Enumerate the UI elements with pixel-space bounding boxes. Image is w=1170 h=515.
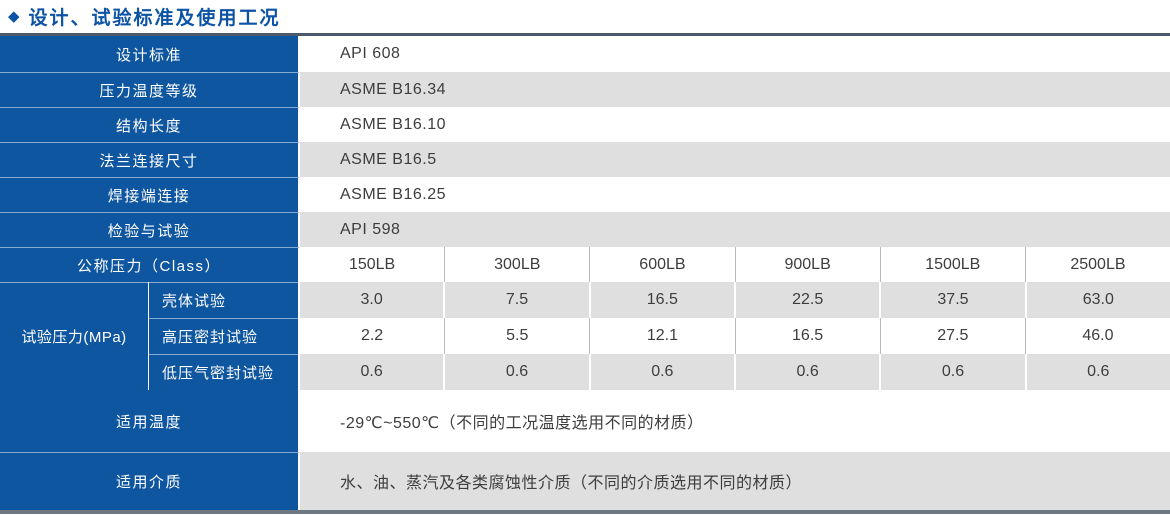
row-label: 法兰连接尺寸 bbox=[0, 142, 300, 177]
value-cell: 0.6 bbox=[588, 354, 734, 390]
value-cell: 5.5 bbox=[444, 318, 589, 354]
row-value: ASME B16.5 bbox=[300, 142, 1170, 177]
class-header: 600LB bbox=[589, 247, 734, 282]
value-cell: 22.5 bbox=[733, 282, 879, 318]
value-cell: 7.5 bbox=[443, 282, 588, 318]
row-label: 结构长度 bbox=[0, 107, 300, 142]
row-label: 检验与试验 bbox=[0, 212, 300, 247]
table-row-pressure-temp-rating: 压力温度等级 ASME B16.34 bbox=[0, 72, 1170, 107]
section-title-bar: ◆ 设计、试验标准及使用工况 bbox=[0, 0, 1170, 33]
value-cell: 46.0 bbox=[1024, 318, 1170, 354]
row-value: API 598 bbox=[300, 212, 1170, 247]
table-row-pressure-class: 公称压力（Class） 150LB 300LB 600LB 900LB 1500… bbox=[0, 247, 1170, 282]
row-value: 水、油、蒸汽及各类腐蚀性介质（不同的介质选用不同的材质） bbox=[300, 452, 1170, 510]
table-row-face-to-face: 结构长度 ASME B16.10 bbox=[0, 107, 1170, 142]
value-cell: 0.6 bbox=[443, 354, 588, 390]
table-row-high-pressure-seal-test: 2.2 5.5 12.1 16.5 27.5 46.0 bbox=[300, 318, 1170, 354]
table-row-flange-dimensions: 法兰连接尺寸 ASME B16.5 bbox=[0, 142, 1170, 177]
class-header: 1500LB bbox=[879, 247, 1025, 282]
test-name-shell: 壳体试验 bbox=[149, 282, 298, 318]
row-value: ASME B16.34 bbox=[300, 72, 1170, 107]
row-value: -29℃~550℃（不同的工况温度选用不同的材质） bbox=[300, 390, 1170, 452]
table-row-applicable-media: 适用介质 水、油、蒸汽及各类腐蚀性介质（不同的介质选用不同的材质） bbox=[0, 452, 1170, 510]
row-label: 公称压力（Class） bbox=[0, 247, 300, 282]
row-label: 焊接端连接 bbox=[0, 177, 300, 212]
test-values-grid: 3.0 7.5 16.5 22.5 37.5 63.0 2.2 5.5 12.1… bbox=[300, 282, 1170, 390]
value-cell: 3.0 bbox=[360, 291, 383, 308]
row-value: ASME B16.25 bbox=[300, 177, 1170, 212]
value-cell: 16.5 bbox=[588, 282, 734, 318]
class-header: 900LB bbox=[734, 247, 880, 282]
table-row-weld-end: 焊接端连接 ASME B16.25 bbox=[0, 177, 1170, 212]
page-title: 设计、试验标准及使用工况 bbox=[28, 8, 281, 29]
table-row-shell-test: 3.0 7.5 16.5 22.5 37.5 63.0 bbox=[300, 282, 1170, 318]
class-header: 150LB bbox=[348, 255, 396, 273]
value-cell: 37.5 bbox=[879, 282, 1024, 318]
value-cell: 0.6 bbox=[733, 354, 879, 390]
table-row-applicable-temperature: 适用温度 -29℃~550℃（不同的工况温度选用不同的材质） bbox=[0, 390, 1170, 452]
table-row-design-standard: 设计标准 API 608 bbox=[0, 36, 1170, 72]
class-header: 300LB bbox=[444, 247, 589, 282]
test-pressure-group-label: 试验压力(MPa) bbox=[0, 282, 148, 390]
value-cell: 63.0 bbox=[1024, 282, 1170, 318]
table-row-low-pressure-air-seal-test: 0.6 0.6 0.6 0.6 0.6 0.6 bbox=[300, 354, 1170, 390]
value-cell: 12.1 bbox=[589, 318, 734, 354]
value-cell: 27.5 bbox=[879, 318, 1025, 354]
value-cell: 0.6 bbox=[1024, 354, 1170, 390]
row-label: 压力温度等级 bbox=[0, 72, 300, 107]
class-header-row: 150LB 300LB 600LB 900LB 1500LB 2500LB bbox=[300, 247, 1170, 282]
diamond-icon: ◆ bbox=[8, 8, 20, 25]
row-label: 适用介质 bbox=[0, 452, 300, 510]
value-cell: 2.2 bbox=[360, 327, 384, 344]
value-cell: 0.6 bbox=[360, 363, 383, 380]
row-value: ASME B16.10 bbox=[300, 107, 1170, 142]
test-name-high-pressure-seal: 高压密封试验 bbox=[149, 318, 298, 354]
value-cell: 16.5 bbox=[734, 318, 880, 354]
test-pressure-section: 试验压力(MPa) 壳体试验 高压密封试验 低压气密封试验 3.0 7.5 16… bbox=[0, 282, 1170, 390]
row-label: 设计标准 bbox=[0, 36, 300, 72]
test-name-column: 壳体试验 高压密封试验 低压气密封试验 bbox=[148, 282, 300, 390]
row-value: API 608 bbox=[300, 36, 1170, 72]
class-header: 2500LB bbox=[1024, 247, 1170, 282]
row-label: 适用温度 bbox=[0, 390, 300, 452]
table-row-inspection-test: 检验与试验 API 598 bbox=[0, 212, 1170, 247]
spec-table: 设计标准 API 608 压力温度等级 ASME B16.34 结构长度 ASM… bbox=[0, 33, 1170, 514]
value-cell: 0.6 bbox=[879, 354, 1024, 390]
test-name-low-pressure-air-seal: 低压气密封试验 bbox=[149, 354, 298, 390]
